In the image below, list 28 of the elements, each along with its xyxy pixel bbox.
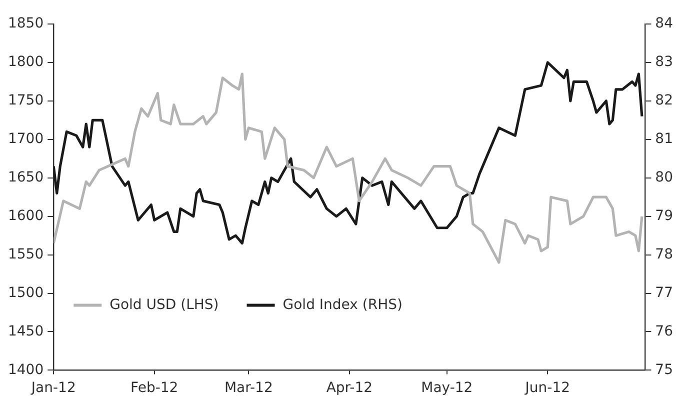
y2-tick-label: 80 bbox=[655, 170, 674, 186]
legend-label: Gold USD (LHS) bbox=[110, 296, 219, 313]
y2-tick-label: 77 bbox=[655, 284, 674, 301]
y2-tick-label: 83 bbox=[655, 54, 674, 70]
y2-tick-label: 84 bbox=[655, 16, 674, 32]
y-tick-label: 1400 bbox=[8, 362, 44, 378]
y2-tick-label: 75 bbox=[655, 362, 674, 378]
y-tick-label: 1450 bbox=[8, 323, 44, 340]
y-tick-label: 1500 bbox=[8, 284, 44, 301]
x-tick-label: Feb-12 bbox=[130, 380, 178, 396]
y-tick-label: 1650 bbox=[8, 170, 44, 186]
x-tick-label: Jun-12 bbox=[524, 380, 570, 396]
x-tick-label: Mar-12 bbox=[224, 380, 273, 396]
x-tick-label: Apr-12 bbox=[326, 380, 373, 396]
y2-tick-label: 79 bbox=[655, 208, 674, 224]
y-tick-label: 1700 bbox=[8, 131, 44, 148]
x-tick-label: May-12 bbox=[421, 380, 473, 396]
y2-tick-label: 81 bbox=[655, 131, 674, 148]
y-tick-label: 1850 bbox=[8, 16, 44, 32]
y-tick-label: 1800 bbox=[8, 54, 44, 70]
y-tick-label: 1750 bbox=[8, 92, 44, 109]
y2-tick-label: 82 bbox=[655, 92, 674, 109]
y-tick-label: 1600 bbox=[8, 208, 44, 224]
y2-tick-label: 78 bbox=[655, 246, 674, 262]
y-tick-label: 1550 bbox=[8, 246, 44, 262]
y2-tick-label: 76 bbox=[655, 323, 674, 340]
legend-label: Gold Index (RHS) bbox=[282, 296, 402, 313]
x-tick-label: Jan-12 bbox=[30, 380, 76, 396]
